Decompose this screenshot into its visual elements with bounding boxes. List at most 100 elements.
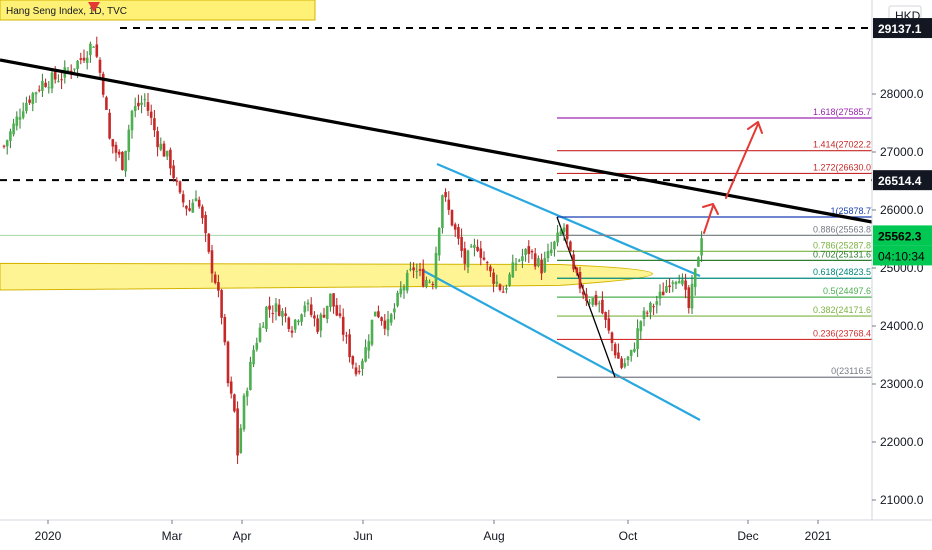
candle-up	[591, 298, 595, 305]
candle-down	[37, 89, 41, 91]
candle-down	[236, 408, 239, 456]
candle-down	[82, 57, 86, 61]
candle-down	[146, 102, 150, 111]
candle-up	[428, 281, 431, 283]
candle-up	[597, 303, 601, 305]
candle-up	[473, 244, 476, 248]
candle-down	[162, 143, 166, 157]
candle-up	[265, 306, 268, 330]
candle-up	[697, 257, 700, 267]
fib-label-10: 0.236(23768.4)	[813, 328, 874, 338]
candle-up	[511, 262, 515, 278]
candle-up	[588, 302, 591, 304]
fib-label-1: 1.414(27022.2)	[813, 140, 874, 150]
candle-up	[367, 341, 371, 351]
candle-up	[255, 342, 259, 350]
candle-up	[674, 282, 678, 285]
candle-up	[364, 347, 367, 362]
fib-label-6: 0.702(25131.6)	[813, 249, 874, 259]
candle-down	[610, 332, 614, 344]
title-banner	[0, 0, 316, 21]
candle-down	[530, 250, 534, 253]
candle-up	[402, 287, 406, 291]
candle-up	[396, 292, 399, 306]
chart-title: Hang Seng Index, 1D, TVC	[6, 6, 127, 17]
y-tick-label-1: 22000.0	[880, 435, 924, 449]
candle-down	[226, 341, 230, 384]
candle-up	[549, 249, 553, 254]
candle-up	[409, 268, 412, 270]
candle-down	[175, 180, 179, 182]
candle-down	[210, 250, 214, 274]
candle-down	[223, 317, 227, 343]
x-tick-label-0: 2020	[35, 529, 62, 543]
candle-up	[626, 356, 630, 361]
candle-up	[633, 348, 636, 352]
candle-up	[9, 131, 12, 141]
candle-down	[197, 199, 201, 207]
fib-label-0: 1.618(27585.7)	[813, 107, 874, 117]
candle-down	[668, 285, 671, 288]
candle-up	[537, 258, 540, 266]
candle-up	[681, 279, 684, 285]
x-tick-label-5: Oct	[619, 529, 638, 543]
badge-resistance-1-bg	[873, 170, 932, 191]
candle-down	[492, 272, 495, 284]
candle-down	[108, 112, 111, 139]
candle-up	[127, 129, 131, 152]
candles-group	[2, 36, 703, 465]
candle-down	[313, 315, 316, 319]
candle-down	[585, 294, 588, 301]
candle-down	[450, 210, 454, 226]
candle-up	[249, 361, 252, 390]
candle-down	[617, 352, 620, 359]
candle-down	[479, 248, 483, 258]
candle-up	[437, 228, 441, 256]
candle-down	[207, 233, 211, 252]
candle-up	[73, 68, 76, 70]
candle-up	[57, 81, 60, 83]
candle-up	[165, 150, 169, 157]
candle-up	[642, 310, 646, 320]
candle-up	[517, 260, 521, 262]
candle-down	[181, 194, 185, 203]
candle-down	[98, 59, 102, 73]
fib-label-5: 0.786(25287.8)	[813, 240, 874, 250]
projection-arrow-1-head	[702, 203, 719, 215]
candle-down	[204, 214, 207, 234]
candle-up	[469, 246, 473, 248]
candle-down	[95, 44, 99, 57]
candle-down	[111, 139, 115, 147]
price-axis-pane	[872, 0, 932, 550]
candle-up	[495, 281, 499, 284]
candle-up	[297, 320, 300, 323]
badge-resistance-2-text: 29137.1	[878, 22, 922, 36]
candle-down	[335, 305, 339, 316]
candle-up	[66, 69, 70, 71]
candle-down	[418, 269, 422, 271]
candle-down	[527, 246, 531, 254]
candle-down	[594, 294, 598, 305]
candle-down	[69, 70, 73, 73]
candle-up	[639, 321, 643, 332]
candle-up	[508, 274, 511, 286]
candle-down	[684, 280, 687, 290]
candle-down	[613, 344, 617, 356]
candle-up	[389, 314, 393, 323]
candle-up	[319, 314, 323, 331]
candle-up	[306, 302, 310, 305]
candle-down	[578, 271, 582, 289]
candle-down	[60, 79, 63, 81]
candle-up	[700, 238, 703, 256]
candle-up	[15, 116, 19, 126]
candle-up	[85, 57, 89, 63]
candle-down	[601, 299, 604, 314]
candle-down	[287, 317, 291, 329]
fib-label-4: 0.886(25563.8)	[813, 224, 874, 234]
candle-down	[332, 293, 335, 307]
candle-up	[543, 258, 547, 272]
candle-up	[559, 231, 563, 235]
candle-up	[133, 106, 137, 111]
